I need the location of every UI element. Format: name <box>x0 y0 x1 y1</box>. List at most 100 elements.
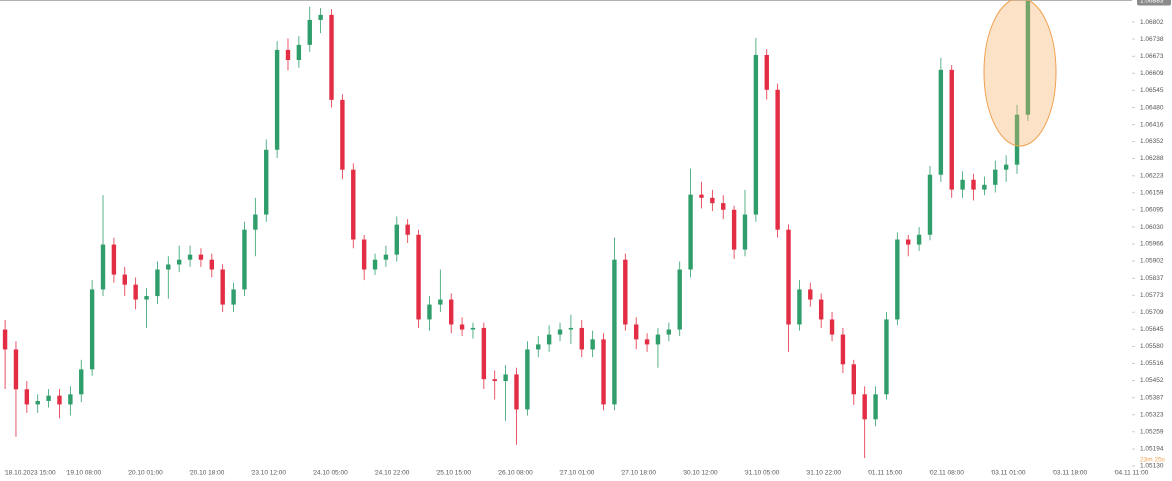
x-tick-label: 26.10 08:00 <box>498 470 533 477</box>
y-tick-label: 1.06416 <box>1140 121 1164 128</box>
candle-body <box>318 14 323 20</box>
candle-body <box>688 194 693 270</box>
x-tick-label: 31.10 05:00 <box>745 470 780 477</box>
y-tick-label: 1.06802 <box>1140 19 1164 26</box>
candle-body <box>100 244 106 290</box>
candle-body <box>459 324 465 330</box>
y-tick-label: 1.05323 <box>1140 411 1164 418</box>
candle-body <box>655 334 661 345</box>
candle-body <box>1025 0 1031 115</box>
candle-body <box>960 179 965 190</box>
candle-body <box>155 269 160 297</box>
y-tick-label: 1.05709 <box>1140 309 1164 316</box>
candle-body <box>764 54 769 90</box>
y-tick-label: 1.06673 <box>1140 53 1164 60</box>
candle-body <box>372 259 378 270</box>
candle-body <box>296 44 302 61</box>
candle-body <box>405 224 410 235</box>
candle-body <box>993 169 998 185</box>
x-tick-label: 24.10 22:00 <box>375 470 410 477</box>
x-tick-label: 27.10 18:00 <box>622 470 657 477</box>
x-tick-label: 18.10.2023 15:00 <box>5 470 56 477</box>
y-tick-label: 1.06030 <box>1140 224 1164 231</box>
candle-body <box>481 327 487 380</box>
candle-body <box>35 400 40 405</box>
candle-body <box>851 364 857 395</box>
candle-body <box>677 269 682 330</box>
candle-body <box>361 239 367 270</box>
candle-body <box>808 289 813 300</box>
y-tick-label: 1.05194 <box>1140 446 1164 453</box>
candle-body <box>470 327 476 330</box>
candle-body <box>111 244 117 275</box>
candle-body <box>699 194 704 198</box>
candle-body <box>68 394 73 405</box>
candle-body <box>786 229 791 325</box>
candle-body <box>1003 164 1009 170</box>
y-tick-label: 1.06738 <box>1140 36 1164 43</box>
highlight-ellipse <box>983 0 1057 147</box>
y-tick-label: 1.05516 <box>1140 360 1164 367</box>
candle-body <box>873 394 878 420</box>
y-tick-label: 1.06545 <box>1140 87 1164 94</box>
y-tick-label: 1.06095 <box>1140 206 1164 213</box>
candle-body <box>274 49 280 150</box>
y-tick-label: 1.05130 <box>1140 463 1164 470</box>
candle-body <box>916 234 922 245</box>
last-price-label: 1.06883 <box>1140 0 1164 4</box>
candle-body <box>57 395 62 405</box>
candle-body <box>166 264 171 270</box>
candle-body <box>13 349 19 390</box>
candle-body <box>427 304 432 320</box>
candle-body <box>775 89 780 230</box>
candle-body <box>731 209 737 250</box>
x-tick-label: 24.10 05:00 <box>313 470 348 477</box>
candle-body <box>46 395 51 401</box>
candle-body <box>209 259 215 270</box>
countdown: 23m 25s <box>1140 457 1166 464</box>
candle-body <box>884 319 889 395</box>
candle-body <box>829 319 835 335</box>
candle-body <box>949 69 954 190</box>
candle-body <box>666 329 672 335</box>
candle-body <box>568 327 574 330</box>
y-tick-label: 1.06480 <box>1140 104 1164 111</box>
candle-body <box>492 379 497 382</box>
y-tick-label: 1.05452 <box>1140 377 1164 384</box>
candle-body <box>231 289 236 305</box>
candle-body <box>438 299 443 305</box>
x-tick-label: 03.11 18:00 <box>1053 470 1087 477</box>
candle-body <box>590 339 595 350</box>
candle-body <box>329 14 334 100</box>
candle-body <box>721 203 726 210</box>
candle-body <box>503 374 508 382</box>
candle-body <box>840 334 846 365</box>
candle-body <box>1014 114 1020 165</box>
candle-body <box>133 284 138 300</box>
x-tick-label: 20.10 18:00 <box>190 470 225 477</box>
candle-body <box>285 49 291 61</box>
y-tick-label: 1.06223 <box>1140 173 1164 180</box>
candle-body <box>525 349 530 410</box>
y-tick-label: 1.06609 <box>1140 70 1164 77</box>
candle-body <box>971 179 976 190</box>
x-tick-label: 04.11 11:00 <box>1115 470 1149 477</box>
x-tick-label: 01.11 15:00 <box>868 470 902 477</box>
y-tick-label: 1.06352 <box>1140 138 1164 145</box>
y-tick-label: 1.05966 <box>1140 241 1164 248</box>
candle-body <box>710 197 715 204</box>
candle-body <box>144 296 149 300</box>
candle-body <box>557 329 563 335</box>
candle-body <box>753 54 759 215</box>
candle-body <box>797 289 802 325</box>
candle-body <box>2 329 8 350</box>
x-tick-label: 19.10 08:00 <box>67 470 102 477</box>
y-tick-label: 1.06159 <box>1140 189 1164 196</box>
candle-body <box>818 299 824 320</box>
x-tick-label: 27.10 01:00 <box>560 470 595 477</box>
candle-body <box>927 174 933 235</box>
candle-body <box>895 239 900 320</box>
last-price-box <box>1137 0 1171 6</box>
